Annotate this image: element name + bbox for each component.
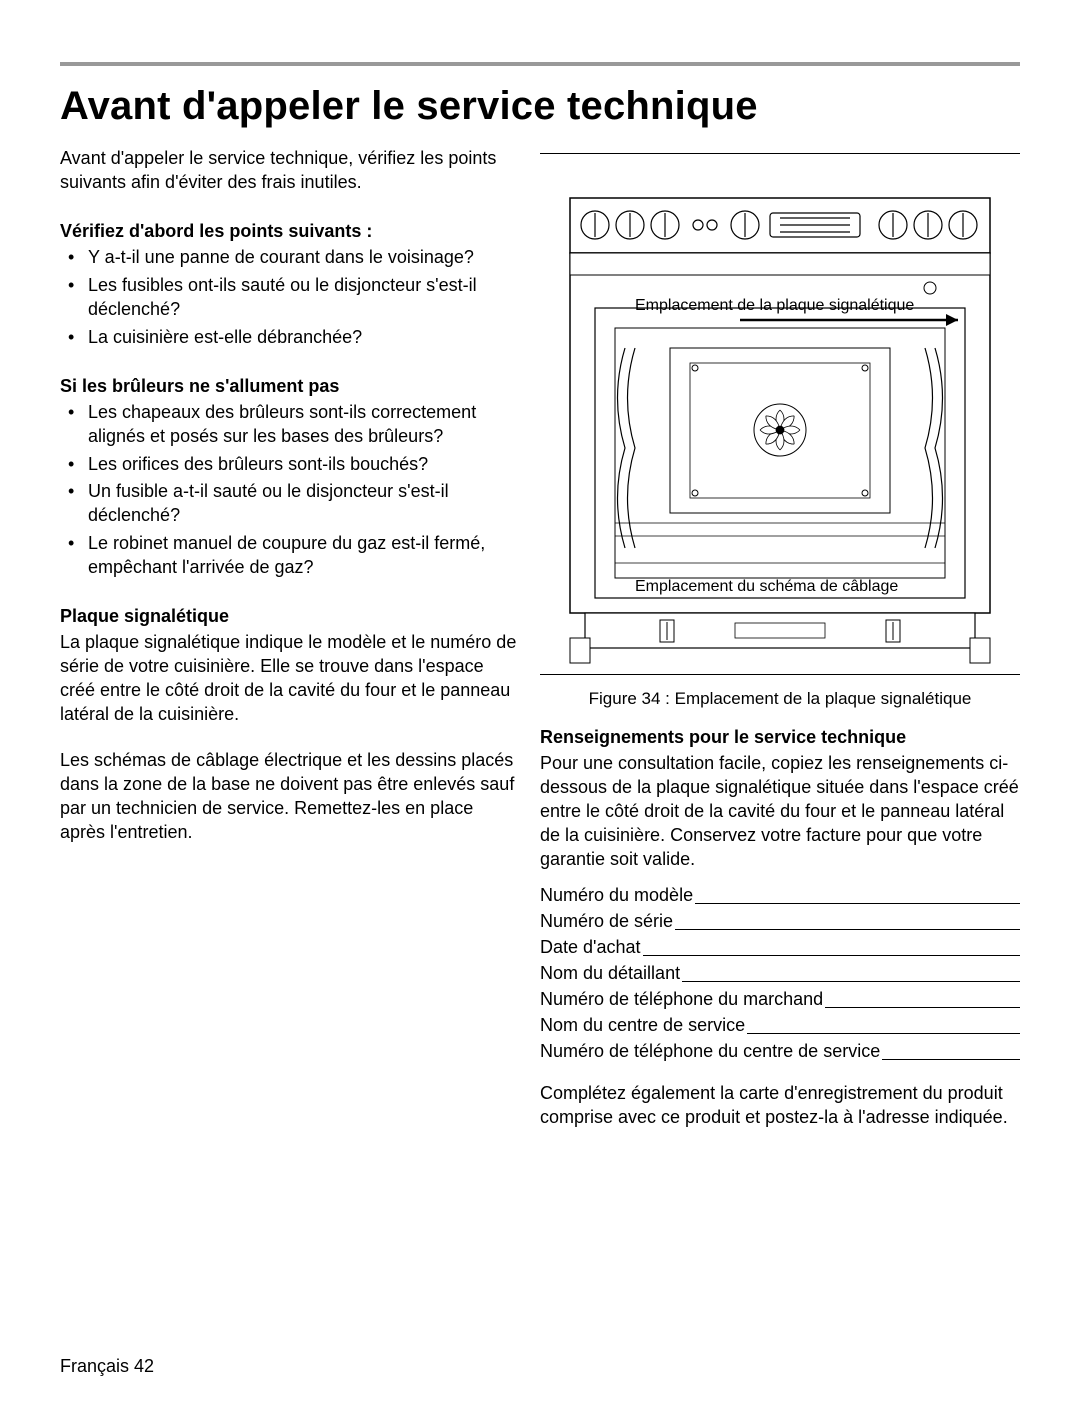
sec4-p1: Pour une consultation facile, copiez les… bbox=[540, 752, 1020, 872]
list-item: La cuisinière est-elle débranchée? bbox=[88, 326, 520, 350]
list-item: Les chapeaux des brûleurs sont-ils corre… bbox=[88, 401, 520, 449]
page-footer: Français 42 bbox=[60, 1356, 1020, 1377]
figure-label-bottom: Emplacement du schéma de câblage bbox=[635, 578, 898, 595]
list-item: Un fusible a-t-il sauté ou le disjoncteu… bbox=[88, 480, 520, 528]
page-title: Avant d'appeler le service technique bbox=[60, 84, 1020, 129]
blank-service-phone: Numéro de téléphone du centre de service bbox=[540, 1038, 1020, 1064]
sec3-heading: Plaque signalétique bbox=[60, 606, 520, 627]
sec2-list: Les chapeaux des brûleurs sont-ils corre… bbox=[60, 401, 520, 581]
left-column: Avant d'appeler le service technique, vé… bbox=[60, 147, 520, 1136]
right-column: Emplacement de la plaque signalétique Em… bbox=[540, 147, 1020, 1136]
sec2-heading: Si les brûleurs ne s'allument pas bbox=[60, 376, 520, 397]
sec3-p1: La plaque signalétique indique le modèle… bbox=[60, 631, 520, 727]
figure-bottom-rule bbox=[540, 674, 1020, 675]
sec1-heading: Vérifiez d'abord les points suivants : bbox=[60, 221, 520, 242]
list-item: Le robinet manuel de coupure du gaz est-… bbox=[88, 532, 520, 580]
figure-caption: Figure 34 : Emplacement de la plaque sig… bbox=[540, 689, 1020, 709]
sec4-p2: Complétez également la carte d'enregistr… bbox=[540, 1082, 1020, 1130]
sec1-list: Y a-t-il une panne de courant dans le vo… bbox=[60, 246, 520, 350]
blanks-block: Numéro du modèle Numéro de série Date d'… bbox=[540, 882, 1020, 1065]
figure-top-rule bbox=[540, 153, 1020, 154]
intro-text: Avant d'appeler le service technique, vé… bbox=[60, 147, 520, 195]
sec4-heading: Renseignements pour le service technique bbox=[540, 727, 1020, 748]
figure-diagram: Emplacement de la plaque signalétique Em… bbox=[540, 168, 1020, 668]
top-rule bbox=[60, 62, 1020, 66]
list-item: Les fusibles ont-ils sauté ou le disjonc… bbox=[88, 274, 520, 322]
list-item: Y a-t-il une panne de courant dans le vo… bbox=[88, 246, 520, 270]
sec3-p2: Les schémas de câblage électrique et les… bbox=[60, 749, 520, 845]
list-item: Les orifices des brûleurs sont-ils bouch… bbox=[88, 453, 520, 477]
figure-label-top: Emplacement de la plaque signalétique bbox=[635, 297, 914, 314]
